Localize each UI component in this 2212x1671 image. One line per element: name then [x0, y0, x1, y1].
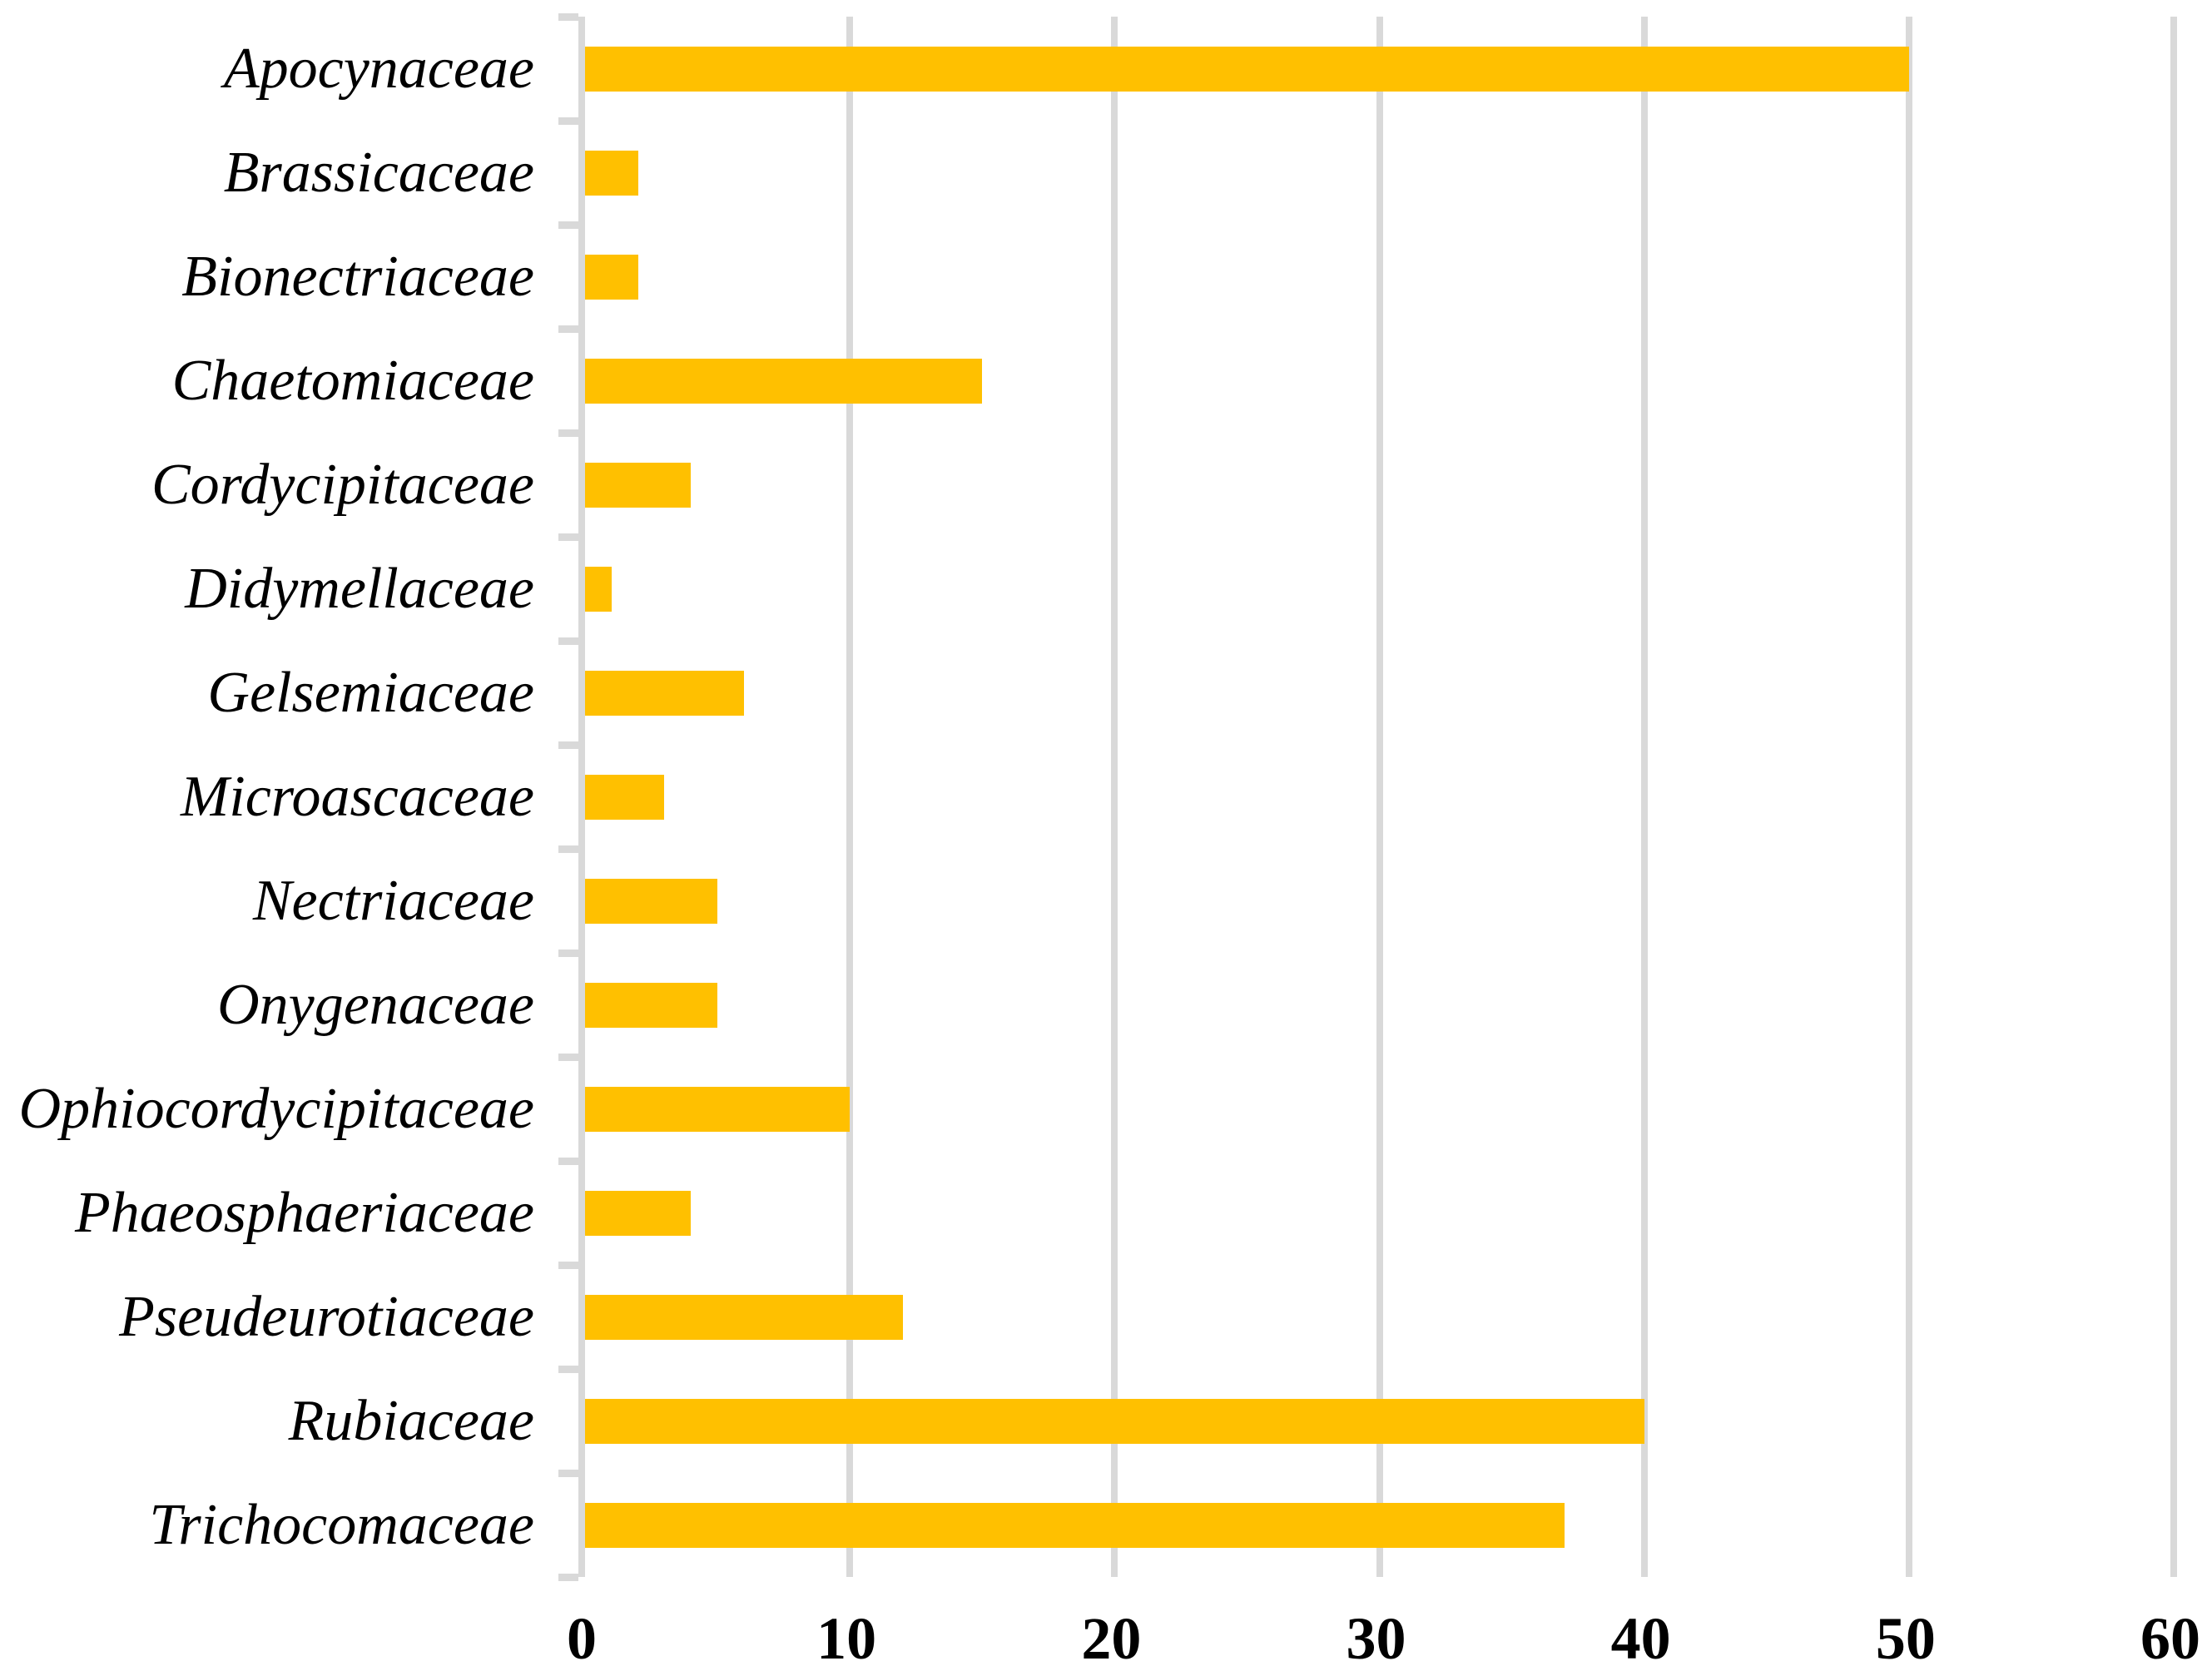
bar — [585, 1294, 903, 1340]
category-axis-tick — [558, 13, 578, 21]
x-tick-label: 40 — [1610, 1605, 1671, 1671]
bar — [585, 1190, 692, 1236]
category-axis-tick — [558, 1574, 578, 1581]
bar — [585, 462, 692, 508]
gridline — [1376, 17, 1383, 1577]
category-axis: Apocynaceae Brassicaceae Bionectriaceae Cha… — [0, 17, 534, 1577]
bar — [585, 254, 638, 300]
x-tick-label: 20 — [1081, 1605, 1142, 1671]
bar — [585, 982, 718, 1028]
category-axis-tick — [558, 1054, 578, 1061]
category-label: Cordycipitaceae — [151, 452, 534, 517]
category-label: Rubiaceae — [288, 1388, 534, 1453]
x-tick-label: 50 — [1875, 1605, 1936, 1671]
bar — [585, 774, 665, 820]
category-axis-tick — [558, 1366, 578, 1373]
category-label: Microascaceae — [181, 764, 534, 829]
category-label: Apocynaceae — [223, 36, 534, 101]
bar — [585, 1502, 1565, 1548]
category-label: Pseudeurotiaceae — [119, 1284, 534, 1349]
category-label: Bionectriaceae — [181, 244, 534, 309]
x-tick-label: 60 — [2140, 1605, 2200, 1671]
category-axis-tick — [558, 950, 578, 957]
gridline — [2170, 17, 2177, 1577]
category-axis-tick — [558, 845, 578, 853]
category-axis-tick — [558, 741, 578, 749]
gridline — [1111, 17, 1118, 1577]
value-axis: 0 10 20 30 40 50 60 — [0, 1606, 2212, 1671]
plot-area — [558, 13, 2177, 1581]
category-axis-tick — [558, 1470, 578, 1477]
category-axis-tick — [558, 325, 578, 333]
category-label: Chaetomiaceae — [171, 348, 534, 413]
category-axis-tick — [558, 1158, 578, 1165]
bar — [585, 1398, 1644, 1444]
category-label: Ophiocordycipitaceae — [18, 1076, 534, 1141]
category-label: Didymellaceae — [185, 556, 534, 621]
category-label: Gelsemiaceae — [207, 660, 534, 725]
category-axis-tick — [558, 1262, 578, 1269]
bar — [585, 670, 744, 716]
category-axis-tick — [558, 429, 578, 437]
category-label: Phaeosphaeriaceae — [74, 1180, 534, 1245]
category-label: Trichocomaceae — [149, 1492, 534, 1557]
category-label: Nectriaceae — [252, 868, 534, 933]
category-label: Brassicaceae — [223, 140, 534, 205]
category-label: Onygenaceae — [217, 972, 534, 1037]
bar — [585, 566, 612, 612]
category-axis-tick — [558, 117, 578, 125]
x-tick-label: 30 — [1346, 1605, 1406, 1671]
gridline — [1640, 17, 1648, 1577]
bar — [585, 878, 718, 924]
gridline — [1905, 17, 1912, 1577]
x-tick-label: 0 — [567, 1605, 597, 1671]
bar — [585, 1086, 851, 1132]
bar — [585, 150, 638, 196]
category-axis-tick — [558, 637, 578, 645]
category-axis-tick — [558, 221, 578, 229]
category-axis-tick — [558, 533, 578, 541]
x-tick-label: 10 — [816, 1605, 877, 1671]
gridline — [846, 17, 854, 1577]
bar — [585, 358, 983, 404]
bar — [585, 46, 1909, 92]
